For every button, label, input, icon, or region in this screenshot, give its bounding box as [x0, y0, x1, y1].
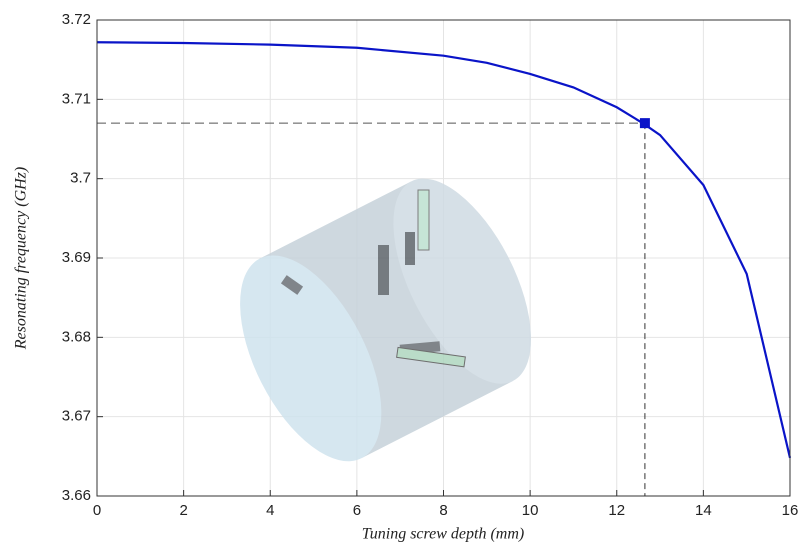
x-tick-label: 10	[522, 502, 539, 519]
cylinder-illustration	[240, 178, 531, 462]
x-tick-label: 4	[266, 502, 274, 519]
x-tick-label: 12	[608, 502, 625, 519]
x-tick-label: 2	[179, 502, 187, 519]
marker	[639, 118, 650, 129]
y-axis-label: Resonating frequency (GHz)	[13, 167, 30, 350]
x-axis-label: Tuning screw depth (mm)	[362, 526, 525, 543]
x-tick-label: 8	[439, 502, 447, 519]
y-tick-label: 3.69	[62, 249, 91, 266]
x-tick-label: 0	[93, 502, 101, 519]
y-tick-label: 3.67	[62, 408, 91, 425]
x-tick-label: 16	[782, 502, 799, 519]
y-tick-label: 3.7	[70, 170, 91, 187]
y-tick-label: 3.68	[62, 328, 91, 345]
x-tick-label: 14	[695, 502, 712, 519]
y-tick-label: 3.71	[62, 90, 91, 107]
y-tick-label: 3.66	[62, 487, 91, 504]
plot-area	[96, 41, 792, 496]
line	[96, 41, 792, 459]
y-tick-label: 3.72	[62, 11, 91, 28]
x-tick-label: 6	[353, 502, 361, 519]
